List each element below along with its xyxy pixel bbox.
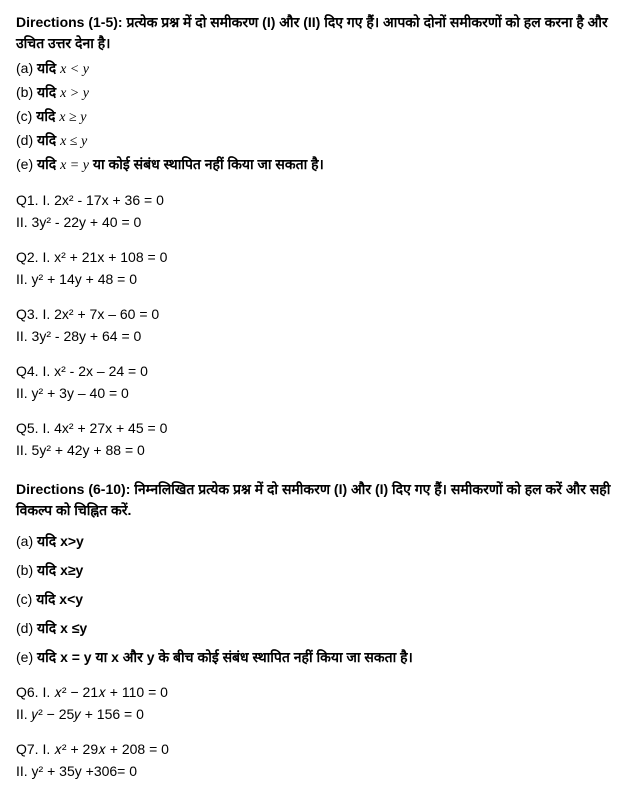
q7-line1: Q7. I. 𝑥² + 29𝑥 + 208 = 0	[16, 739, 625, 760]
option-1e-prefix: यदि	[37, 156, 60, 172]
option-1c-label: (c)	[16, 108, 36, 124]
q3-line2: II. 3y² - 28y + 64 = 0	[16, 326, 625, 347]
option-2b-label: (b)	[16, 562, 37, 578]
directions-1: Directions (1-5): प्रत्येक प्रश्न में दो…	[16, 12, 625, 54]
q1-line1: Q1. I. 2x² - 17x + 36 = 0	[16, 190, 625, 211]
directions-2: Directions (6-10): निम्नलिखित प्रत्येक प…	[16, 479, 625, 521]
option-2e-text: यदि x = y या x और y के बीच कोई संबंध स्थ…	[37, 649, 413, 665]
option-1b-prefix: यदि	[37, 84, 60, 100]
option-1d-expr: x ≤ y	[60, 134, 87, 149]
q6-line1: Q6. I. 𝑥² − 21𝑥 + 110 = 0	[16, 682, 625, 703]
q5-line1: Q5. I. 4x² + 27x + 45 = 0	[16, 418, 625, 439]
option-1b-label: (b)	[16, 84, 37, 100]
question-4: Q4. I. x² - 2x – 24 = 0 II. y² + 3y – 40…	[16, 361, 625, 404]
option-2a-label: (a)	[16, 533, 37, 549]
options-1: (a) यदि x < y (b) यदि x > y (c) यदि x ≥ …	[16, 58, 625, 176]
question-1: Q1. I. 2x² - 17x + 36 = 0 II. 3y² - 22y …	[16, 190, 625, 233]
question-5: Q5. I. 4x² + 27x + 45 = 0 II. 5y² + 42y …	[16, 418, 625, 461]
question-2: Q2. I. x² + 21x + 108 = 0 II. y² + 14y +…	[16, 247, 625, 290]
option-1b: (b) यदि x > y	[16, 82, 625, 104]
question-6: Q6. I. 𝑥² − 21𝑥 + 110 = 0 II. 𝑦² − 25𝑦 +…	[16, 682, 625, 725]
option-1e-expr: x = y	[60, 158, 89, 173]
option-1a-expr: x < y	[60, 62, 89, 77]
option-1a-label: (a)	[16, 60, 37, 76]
question-7: Q7. I. 𝑥² + 29𝑥 + 208 = 0 II. y² + 35y +…	[16, 739, 625, 782]
option-2d-text: यदि x ≤y	[37, 620, 87, 636]
q4-line2: II. y² + 3y – 40 = 0	[16, 383, 625, 404]
q6-line2: II. 𝑦² − 25𝑦 + 156 = 0	[16, 704, 625, 725]
q5-line2: II. 5y² + 42y + 88 = 0	[16, 440, 625, 461]
option-1c: (c) यदि x ≥ y	[16, 106, 625, 128]
option-2b-text: यदि x≥y	[37, 562, 83, 578]
section-2: Directions (6-10): निम्नलिखित प्रत्येक प…	[16, 479, 625, 782]
q1-line2: II. 3y² - 22y + 40 = 0	[16, 212, 625, 233]
option-2d: (d) यदि x ≤y	[16, 618, 625, 639]
option-1e: (e) यदि x = y या कोई संबंध स्थापित नहीं …	[16, 154, 625, 176]
option-2d-label: (d)	[16, 620, 37, 636]
option-2e: (e) यदि x = y या x और y के बीच कोई संबंध…	[16, 647, 625, 668]
option-2c-text: यदि x<y	[36, 591, 83, 607]
q2-line2: II. y² + 14y + 48 = 0	[16, 269, 625, 290]
directions-1-label: Directions (1-5):	[16, 14, 126, 30]
option-1c-expr: x ≥ y	[59, 110, 86, 125]
option-1e-suffix: या कोई संबंध स्थापित नहीं किया जा सकता ह…	[89, 156, 324, 172]
q2-line1: Q2. I. x² + 21x + 108 = 0	[16, 247, 625, 268]
option-2e-label: (e)	[16, 649, 37, 665]
option-2b: (b) यदि x≥y	[16, 560, 625, 581]
option-1d-prefix: यदि	[37, 132, 60, 148]
option-2a-text: यदि x>y	[37, 533, 84, 549]
option-1a-prefix: यदि	[37, 60, 60, 76]
option-1c-prefix: यदि	[36, 108, 59, 124]
section-1: Directions (1-5): प्रत्येक प्रश्न में दो…	[16, 12, 625, 461]
options-2: (a) यदि x>y (b) यदि x≥y (c) यदि x<y (d) …	[16, 531, 625, 668]
option-2c-label: (c)	[16, 591, 36, 607]
option-2c: (c) यदि x<y	[16, 589, 625, 610]
option-1d-label: (d)	[16, 132, 37, 148]
option-1d: (d) यदि x ≤ y	[16, 130, 625, 152]
q4-line1: Q4. I. x² - 2x – 24 = 0	[16, 361, 625, 382]
option-1b-expr: x > y	[60, 86, 89, 101]
q7-line2: II. y² + 35y +306= 0	[16, 761, 625, 782]
directions-2-label: Directions (6-10):	[16, 481, 134, 497]
option-1e-label: (e)	[16, 156, 37, 172]
option-1a: (a) यदि x < y	[16, 58, 625, 80]
question-3: Q3. I. 2x² + 7x – 60 = 0 II. 3y² - 28y +…	[16, 304, 625, 347]
q3-line1: Q3. I. 2x² + 7x – 60 = 0	[16, 304, 625, 325]
option-2a: (a) यदि x>y	[16, 531, 625, 552]
